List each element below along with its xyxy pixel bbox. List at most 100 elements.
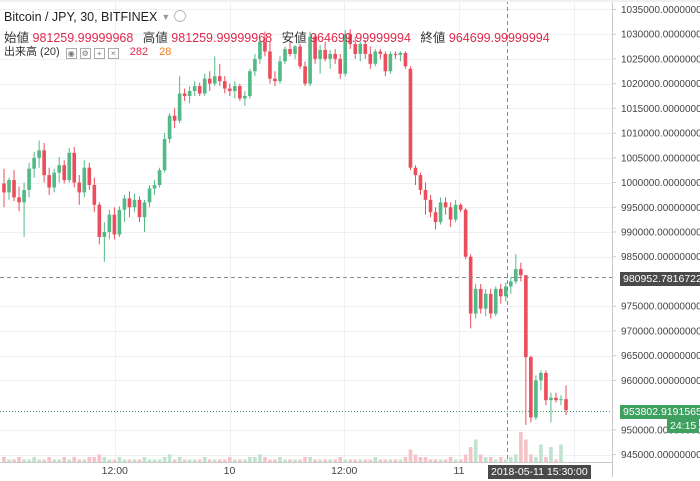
volume-label: 出来高 (20): [4, 46, 60, 58]
candle-body: [253, 58, 257, 72]
candle-body: [458, 204, 463, 210]
add-icon[interactable]: +: [93, 48, 105, 59]
candle-down: [2, 168, 6, 208]
candle-body: [157, 170, 162, 186]
close-icon[interactable]: ×: [107, 48, 119, 59]
candle-body: [117, 209, 122, 235]
open-value: 981259.99999968: [32, 31, 134, 45]
high-label: 高値: [142, 31, 168, 45]
close-label: 終値: [420, 31, 446, 45]
open-label: 始値: [4, 31, 30, 45]
candle-down: [77, 175, 82, 205]
candle-body: [77, 182, 82, 193]
candle-body: [363, 44, 368, 54]
candle-down: [468, 254, 473, 329]
candle-up: [373, 48, 378, 67]
volume-bar: [147, 459, 152, 462]
candle-down: [423, 182, 428, 215]
volume-bar: [493, 459, 498, 462]
high-value: 981259.99999968: [171, 31, 273, 45]
candle-body: [534, 380, 538, 418]
eye-icon[interactable]: ◉: [65, 48, 77, 59]
candle-body: [243, 95, 247, 99]
candle-down: [17, 186, 21, 212]
candle-body: [82, 167, 87, 193]
candle-up: [539, 370, 543, 391]
candle-body: [32, 157, 36, 169]
candlesticks[interactable]: [2, 29, 568, 425]
volume-bar: [443, 459, 448, 462]
candle-body: [338, 58, 343, 74]
candle-body: [87, 167, 92, 186]
candle-body: [37, 150, 41, 158]
candle-body: [22, 189, 26, 203]
volume-bar: [222, 459, 227, 462]
candle-up: [438, 197, 443, 225]
volume-bar: [207, 459, 212, 462]
candle-up: [493, 286, 498, 317]
volume-bar: [67, 459, 72, 462]
candle-down: [458, 203, 463, 213]
candle-up: [132, 193, 137, 213]
candle-body: [503, 286, 508, 297]
candle-down: [378, 48, 383, 59]
price-tick-label: 995000.00000000: [621, 203, 700, 214]
candle-body: [172, 115, 177, 121]
candle-body: [212, 76, 217, 84]
candle-down: [127, 191, 132, 218]
time-tick-label: 11: [454, 465, 465, 477]
candle-body: [248, 71, 252, 96]
candle-up: [559, 395, 563, 406]
low-label: 安値: [281, 31, 307, 45]
candle-down: [172, 108, 177, 129]
candle-body: [418, 175, 423, 190]
candle-up: [107, 209, 112, 240]
candle-up: [358, 41, 363, 62]
symbol-header: Bitcoin / JPY, 30, BITFINEX ▼: [4, 10, 187, 24]
chevron-down-icon[interactable]: ▼: [161, 12, 171, 22]
price-tick-label: 965000.00000000: [621, 351, 700, 362]
candle-down: [323, 41, 327, 62]
candle-body: [233, 86, 237, 92]
current-price-label: 953802.91915650: [620, 405, 700, 419]
volume-bar: [217, 459, 222, 462]
volume-bar: [132, 459, 137, 462]
volume-bar: [248, 457, 252, 462]
volume-bar: [378, 459, 383, 462]
candle-body: [318, 49, 322, 59]
candle-down: [418, 172, 423, 195]
candle-body: [493, 288, 498, 314]
candle-body: [519, 269, 523, 276]
candle-body: [448, 207, 453, 220]
candle-up: [308, 31, 312, 87]
candle-body: [187, 91, 192, 96]
candle-body: [323, 49, 327, 59]
volume-bar: [544, 457, 548, 462]
volume-bar: [418, 457, 423, 462]
volume-bar: [162, 457, 167, 462]
candle-body: [177, 93, 182, 121]
candle-up: [243, 91, 247, 106]
settings-icon[interactable]: ⚙: [79, 48, 91, 59]
candle-up: [52, 168, 56, 193]
candle-down: [87, 162, 92, 190]
top-edge: [0, 0, 700, 2]
candle-body: [549, 397, 553, 401]
circle-icon[interactable]: [174, 10, 187, 22]
volume-bar: [167, 454, 172, 462]
candle-body: [227, 88, 232, 92]
symbol-title[interactable]: Bitcoin / JPY, 30, BITFINEX: [4, 10, 158, 24]
candle-down: [197, 82, 202, 96]
low-value: 964699.99999994: [310, 31, 411, 45]
candle-body: [514, 269, 518, 282]
volume-bar: [358, 459, 363, 462]
price-axis[interactable]: 1035000.00000000 1030000.00000000 1025000.…: [612, 5, 700, 461]
price-tick-label: 985000.00000000: [621, 252, 700, 263]
volume-bar: [227, 457, 232, 462]
volume-bar: [313, 459, 317, 462]
volume-bar: [438, 459, 443, 462]
price-tick-label: 1020000.00000000: [621, 79, 700, 90]
candle-body: [47, 175, 51, 188]
volume-bar: [393, 459, 398, 462]
